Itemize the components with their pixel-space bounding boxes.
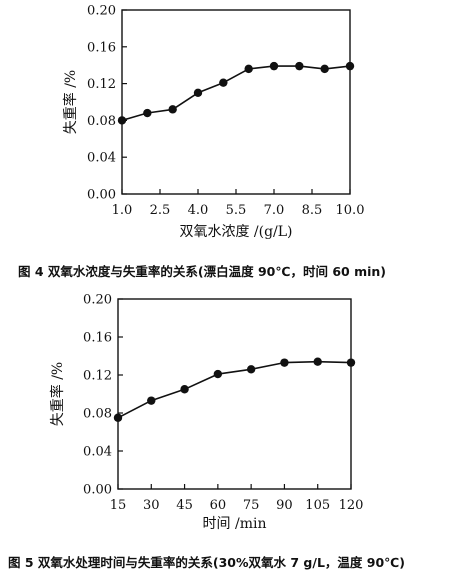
y-axis-label: 失重率 /% xyxy=(49,362,66,426)
y-tick-label: 0.04 xyxy=(87,151,116,166)
data-point xyxy=(244,64,253,74)
x-tick-label: 105 xyxy=(305,498,330,513)
data-point xyxy=(193,88,203,98)
x-axis-label: 双氧水浓度 /(g/L) xyxy=(179,224,292,240)
data-point xyxy=(113,413,123,422)
y-tick-label: 0.20 xyxy=(83,293,112,308)
data-point xyxy=(280,358,289,367)
y-tick-label: 0.00 xyxy=(87,188,116,203)
x-tick-label: 7.0 xyxy=(264,203,285,218)
x-tick-label: 4.0 xyxy=(188,203,209,218)
plot-frame xyxy=(117,298,352,490)
series-line xyxy=(121,65,351,122)
y-tick-label: 0.20 xyxy=(87,4,116,19)
x-tick-label: 90 xyxy=(276,498,293,513)
x-tick-label: 5.5 xyxy=(226,203,247,218)
x-tick-label: 8.5 xyxy=(302,203,323,218)
y-axis-label: 失重率 /% xyxy=(62,70,79,134)
y-tick-label: 0.16 xyxy=(87,40,116,55)
data-point xyxy=(117,116,127,125)
chart-fig5: 0.00 0.04 0.08 0.12 0.16 0.20 15 30 45 60 75 90 105 1… xyxy=(8,293,405,571)
figure-caption: 图 4 双氧水浓度与失重率的关系(漂白温度 90℃，时间 60 min) xyxy=(18,264,386,279)
x-tick-label: 1.0 xyxy=(112,203,133,218)
x-tick-label: 45 xyxy=(176,498,193,513)
y-tick-label: 0.12 xyxy=(87,77,116,92)
x-tick-label: 60 xyxy=(210,498,227,513)
data-point xyxy=(346,358,356,367)
y-tick-label: 0.04 xyxy=(83,445,112,460)
x-axis-label: 时间 /min xyxy=(203,516,267,532)
y-tick-label: 0.08 xyxy=(83,407,112,422)
plot-frame xyxy=(121,9,351,195)
data-point xyxy=(168,105,177,114)
y-tick-label: 0.00 xyxy=(83,483,112,498)
x-tick-label: 75 xyxy=(243,498,260,513)
data-point xyxy=(219,78,228,87)
data-point xyxy=(143,108,152,118)
data-point xyxy=(295,61,304,71)
data-point xyxy=(345,61,355,71)
series-line xyxy=(117,360,352,419)
data-point xyxy=(147,396,156,405)
x-tick-label: 15 xyxy=(110,498,127,513)
x-tick-label: 120 xyxy=(339,498,364,513)
figure-caption: 图 5 双氧水处理时间与失重率的关系(30%双氧水 7 g/L，温度 90℃) xyxy=(8,555,405,570)
data-point xyxy=(320,64,329,74)
x-tick-label: 10.0 xyxy=(336,203,365,218)
data-point xyxy=(213,369,223,379)
chart-fig4: 0.00 0.04 0.08 0.12 0.16 0.20 1.0 2.5 4.0 5.5 7.0 8… xyxy=(18,4,386,280)
x-tick-label: 2.5 xyxy=(150,203,171,218)
y-tick-label: 0.08 xyxy=(87,114,116,129)
data-point xyxy=(180,385,189,394)
data-point xyxy=(246,365,256,374)
data-point xyxy=(313,357,322,366)
y-tick-label: 0.12 xyxy=(83,369,112,384)
data-point xyxy=(269,61,279,71)
y-tick-label: 0.16 xyxy=(83,331,112,346)
x-tick-label: 30 xyxy=(143,498,160,513)
